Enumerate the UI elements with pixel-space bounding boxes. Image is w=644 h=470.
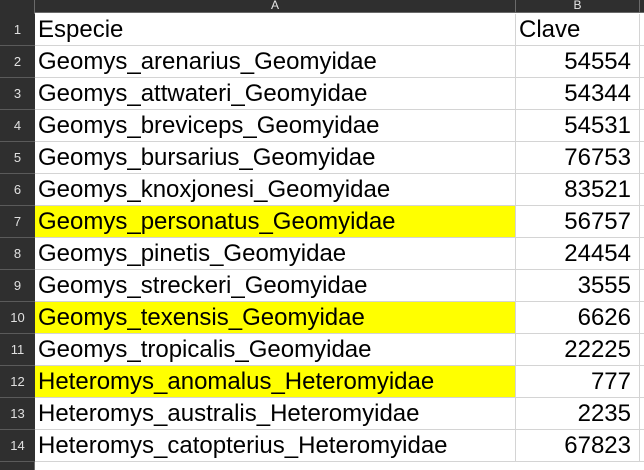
row-header[interactable]: 2 [0, 46, 35, 78]
cell-clave[interactable]: Clave [516, 14, 640, 46]
cell-especie[interactable]: Geomys_pinetis_Geomyidae [35, 238, 516, 270]
row-header[interactable]: 12 [0, 366, 35, 398]
table-row: 3 Geomys_attwateri_Geomyidae 54344 [0, 78, 644, 110]
table-row: 10 Geomys_texensis_Geomyidae 6626 [0, 302, 644, 334]
cell-empty[interactable] [640, 270, 644, 302]
cell-empty[interactable] [640, 46, 644, 78]
cell-especie[interactable]: Geomys_attwateri_Geomyidae [35, 78, 516, 110]
cell-especie[interactable]: Heteromys_anomalus_Heteromyidae [35, 366, 516, 398]
row-header[interactable]: 13 [0, 398, 35, 430]
cell-clave[interactable]: 83521 [516, 174, 640, 206]
table-row: 13 Heteromys_australis_Heteromyidae 2235 [0, 398, 644, 430]
cell-empty[interactable] [640, 334, 644, 366]
cell-clave[interactable]: 54554 [516, 46, 640, 78]
column-header-a[interactable]: A [35, 0, 516, 13]
row-header[interactable]: 1 [0, 14, 35, 46]
table-row: 12 Heteromys_anomalus_Heteromyidae 777 [0, 366, 644, 398]
row-header[interactable]: 14 [0, 430, 35, 462]
table-row: 8 Geomys_pinetis_Geomyidae 24454 [0, 238, 644, 270]
cell-empty[interactable] [640, 110, 644, 142]
cell-clave[interactable]: 67823 [516, 430, 640, 462]
cell-empty[interactable] [640, 14, 644, 46]
row-header[interactable]: 8 [0, 238, 35, 270]
cell-especie[interactable]: Geomys_bursarius_Geomyidae [35, 142, 516, 174]
table-row: 4 Geomys_breviceps_Geomyidae 54531 [0, 110, 644, 142]
cell-especie[interactable]: Geomys_streckeri_Geomyidae [35, 270, 516, 302]
cell-clave[interactable]: 24454 [516, 238, 640, 270]
cell-clave[interactable]: 76753 [516, 142, 640, 174]
row-header[interactable]: 11 [0, 334, 35, 366]
cell-clave[interactable]: 22225 [516, 334, 640, 366]
select-all-corner[interactable] [0, 0, 35, 13]
cell-empty[interactable] [640, 430, 644, 462]
row-header[interactable]: 7 [0, 206, 35, 238]
table-row: 14 Heteromys_catopterius_Heteromyidae 6782… [0, 430, 644, 462]
column-header-b[interactable]: B [516, 0, 640, 13]
cell-clave[interactable]: 2235 [516, 398, 640, 430]
cell-especie[interactable]: Heteromys_catopterius_Heteromyidae [35, 430, 516, 462]
cell-clave[interactable]: 6626 [516, 302, 640, 334]
table-row: 9 Geomys_streckeri_Geomyidae 3555 [0, 270, 644, 302]
cell-empty[interactable] [640, 78, 644, 110]
cell-empty[interactable] [640, 238, 644, 270]
row-header[interactable]: 10 [0, 302, 35, 334]
cell-especie[interactable]: Geomys_breviceps_Geomyidae [35, 110, 516, 142]
cell-especie[interactable]: Geomys_tropicalis_Geomyidae [35, 334, 516, 366]
cell-empty[interactable] [640, 366, 644, 398]
row-header[interactable]: 6 [0, 174, 35, 206]
cell-especie[interactable]: Especie [35, 14, 516, 46]
table-row: 7 Geomys_personatus_Geomyidae 56757 [0, 206, 644, 238]
cell-empty[interactable] [640, 398, 644, 430]
cell-clave[interactable]: 777 [516, 366, 640, 398]
cell-clave[interactable]: 54531 [516, 110, 640, 142]
table-row: 2 Geomys_arenarius_Geomyidae 54554 [0, 46, 644, 78]
column-header-c[interactable] [640, 0, 644, 13]
cell-clave[interactable]: 3555 [516, 270, 640, 302]
table-row: 1 Especie Clave [0, 14, 644, 46]
cell-especie[interactable]: Geomys_arenarius_Geomyidae [35, 46, 516, 78]
cell-clave[interactable]: 56757 [516, 206, 640, 238]
cell-empty[interactable] [640, 206, 644, 238]
table-row: 6 Geomys_knoxjonesi_Geomyidae 83521 [0, 174, 644, 206]
table-row: 5 Geomys_bursarius_Geomyidae 76753 [0, 142, 644, 174]
cell-clave[interactable]: 54344 [516, 78, 640, 110]
row-header[interactable]: 9 [0, 270, 35, 302]
row-header[interactable]: 5 [0, 142, 35, 174]
cell-especie[interactable]: Geomys_personatus_Geomyidae [35, 206, 516, 238]
cell-empty[interactable] [640, 174, 644, 206]
cell-especie[interactable]: Heteromys_australis_Heteromyidae [35, 398, 516, 430]
cell-especie[interactable]: Geomys_knoxjonesi_Geomyidae [35, 174, 516, 206]
row-header[interactable]: 3 [0, 78, 35, 110]
table-row: 11 Geomys_tropicalis_Geomyidae 22225 [0, 334, 644, 366]
cell-especie[interactable]: Geomys_texensis_Geomyidae [35, 302, 516, 334]
cell-empty[interactable] [640, 142, 644, 174]
column-header-bar: A B [0, 0, 644, 13]
cell-empty[interactable] [640, 302, 644, 334]
row-header[interactable]: 4 [0, 110, 35, 142]
